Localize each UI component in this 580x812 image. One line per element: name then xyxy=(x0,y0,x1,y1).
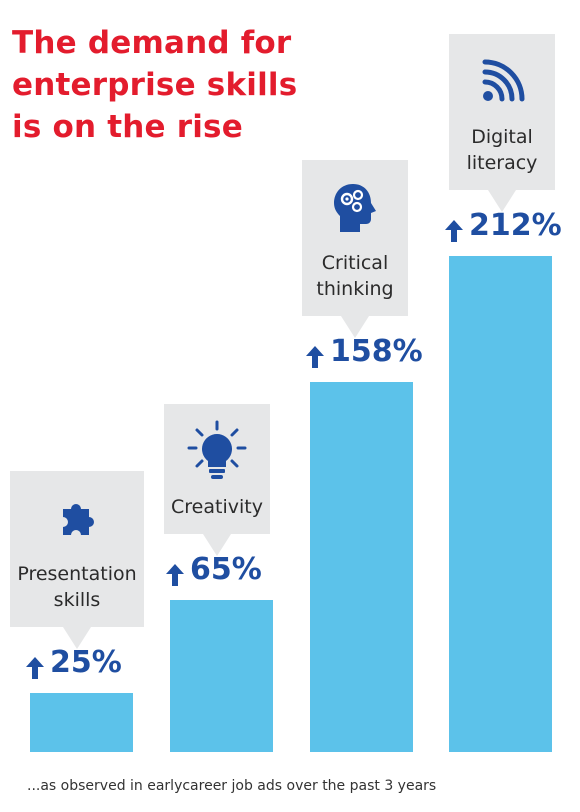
value-label-2: 65% xyxy=(166,552,262,587)
card-pointer xyxy=(203,534,231,556)
value-text: 212% xyxy=(469,208,562,243)
category-label-line: thinking xyxy=(316,278,394,300)
footnote: ...as observed in earlycareer job ads ov… xyxy=(27,778,437,794)
puzzle-icon xyxy=(53,495,101,550)
category-card-3: Critical thinking xyxy=(302,160,408,338)
bar-4 xyxy=(449,256,552,752)
category-label-line: Creativity xyxy=(171,496,263,518)
card-pointer xyxy=(63,627,91,649)
category-label-line: literacy xyxy=(466,152,538,174)
category-label: Critical thinking xyxy=(302,250,408,302)
category-card-2: Creativity xyxy=(164,404,270,556)
up-arrow-icon xyxy=(445,215,463,242)
category-label: Digital literacy xyxy=(449,124,555,176)
up-arrow-icon xyxy=(26,652,44,679)
bar-2 xyxy=(170,600,273,752)
value-text: 25% xyxy=(50,645,122,680)
title-line-1: The demand for xyxy=(12,25,292,61)
bar-3 xyxy=(310,382,413,752)
title-line-2: enterprise skills xyxy=(12,67,298,103)
value-label-3: 158% xyxy=(306,334,423,369)
category-label-line: skills xyxy=(53,589,101,611)
up-arrow-icon xyxy=(306,341,324,368)
value-text: 158% xyxy=(330,334,423,369)
wifi-signal-icon xyxy=(479,59,525,112)
category-label-line: Digital xyxy=(471,126,533,148)
chart-area: 25% Presentation skills 65% Creativity 158% xyxy=(10,34,562,752)
value-label-1: 25% xyxy=(26,645,122,680)
title-line-3: is on the rise xyxy=(12,109,243,145)
card-pointer xyxy=(488,190,516,212)
value-text: 65% xyxy=(190,552,262,587)
up-arrow-icon xyxy=(166,559,184,586)
category-label-line: Critical xyxy=(321,252,389,274)
card-pointer xyxy=(341,316,369,338)
value-label-4: 212% xyxy=(445,208,562,243)
lightbulb-icon xyxy=(184,420,250,491)
category-label: Presentation skills xyxy=(10,561,144,613)
bar-1 xyxy=(30,693,133,752)
category-card-4: Digital literacy xyxy=(449,34,555,212)
category-card-1: Presentation skills xyxy=(10,471,144,649)
category-label: Creativity xyxy=(164,494,270,520)
chart-title: The demand for enterprise skills is on t… xyxy=(12,22,352,148)
category-label-line: Presentation xyxy=(17,563,137,585)
head-gears-icon xyxy=(331,182,379,241)
